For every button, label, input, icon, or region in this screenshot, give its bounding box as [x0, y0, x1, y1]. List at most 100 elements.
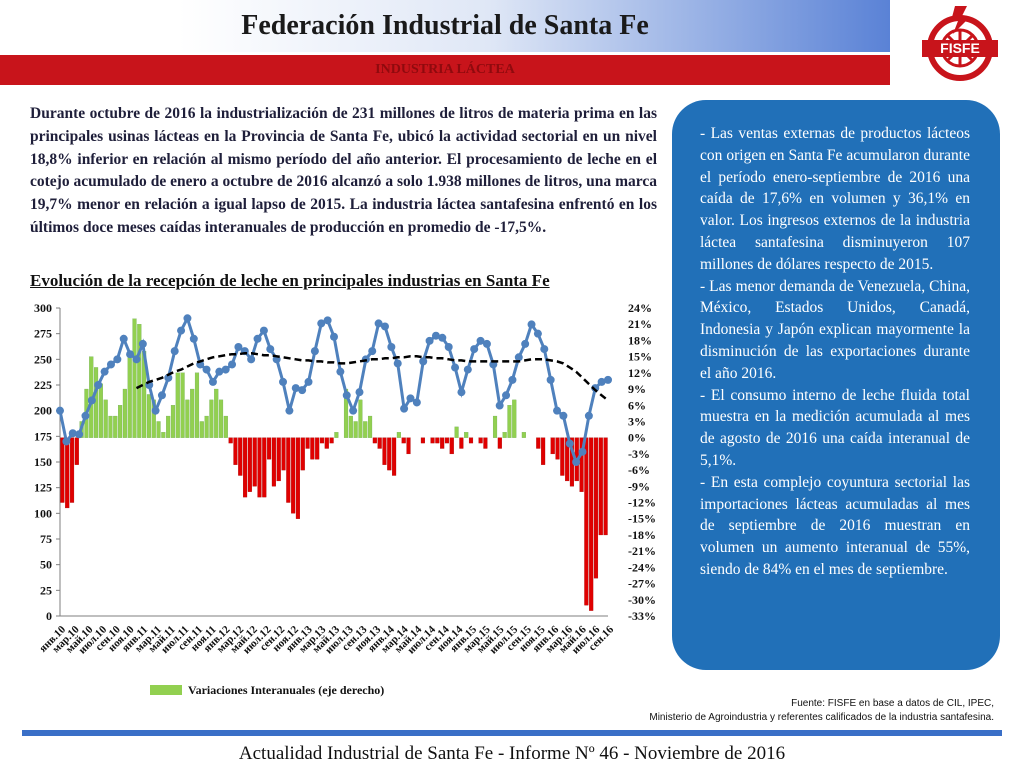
- series-point: [138, 339, 147, 348]
- series-point: [527, 320, 536, 329]
- panel-paragraph-consumption: - El consumo interno de leche fluida tot…: [700, 386, 970, 469]
- bar: [497, 437, 502, 449]
- series-point: [56, 406, 64, 415]
- series-point: [215, 367, 224, 376]
- bar: [372, 437, 377, 444]
- bar: [180, 372, 185, 438]
- bar: [392, 437, 397, 476]
- bar: [521, 432, 526, 438]
- series-point: [342, 391, 351, 400]
- trend-line: [135, 351, 609, 402]
- y-right-tick-label: 9%: [628, 382, 646, 396]
- series-point: [495, 401, 504, 410]
- bar: [113, 415, 118, 438]
- page-title: Federación Industrial de Santa Fe: [241, 10, 649, 41]
- series-point: [419, 357, 428, 366]
- y-left-tick-label: 150: [34, 455, 52, 469]
- series-point: [279, 377, 288, 386]
- section-strip: INDUSTRIA LÁCTEA: [0, 55, 890, 85]
- y-left-tick-label: 75: [40, 532, 52, 546]
- series-point: [591, 384, 600, 393]
- y-right-tick-label: -15%: [628, 512, 656, 526]
- series-point: [482, 339, 491, 348]
- series-point: [463, 365, 472, 374]
- bar: [382, 437, 387, 465]
- series-point: [285, 406, 294, 415]
- bar: [401, 437, 406, 444]
- footer-divider: [22, 730, 1002, 736]
- y-left-tick-label: 50: [40, 558, 52, 572]
- series-point: [183, 314, 192, 323]
- bar: [315, 437, 320, 460]
- series-point: [94, 381, 103, 389]
- series-point: [75, 430, 84, 439]
- legend-swatch: [150, 685, 182, 695]
- series-point: [374, 319, 383, 328]
- series-point: [170, 347, 179, 356]
- bar: [137, 324, 142, 438]
- header-bar: Federación Industrial de Santa Fe: [0, 0, 890, 55]
- y-right-tick-label: -3%: [628, 447, 650, 461]
- logo-text: FISFE: [940, 40, 980, 56]
- bar: [483, 437, 488, 449]
- series-point: [380, 322, 389, 331]
- bar: [243, 437, 248, 498]
- series-point: [393, 359, 402, 368]
- y-right-tick-label: 24%: [628, 301, 652, 315]
- fisfe-logo: FISFE: [922, 6, 998, 81]
- y-right-tick-label: -18%: [628, 528, 656, 542]
- series-point: [100, 367, 109, 376]
- series-point: [406, 394, 415, 403]
- y-left-tick-label: 125: [34, 481, 52, 495]
- series-point: [349, 406, 358, 415]
- y-right-tick-label: 6%: [628, 398, 646, 412]
- series-point: [253, 334, 262, 343]
- bar: [204, 415, 209, 438]
- source-line-2: Ministerio de Agroindustria y referentes…: [649, 712, 994, 723]
- series-point: [87, 396, 96, 405]
- bar: [353, 421, 358, 438]
- bar: [589, 437, 594, 611]
- bar: [252, 437, 257, 487]
- bar: [247, 437, 252, 492]
- series-point: [387, 343, 396, 352]
- panel-paragraph-exports: - Las ventas externas de productos lácte…: [700, 125, 970, 273]
- series-point: [597, 377, 606, 386]
- series-point: [521, 339, 530, 348]
- bar: [319, 437, 325, 444]
- y-left-tick-label: 0: [46, 609, 52, 623]
- bar: [464, 432, 469, 438]
- series-point: [221, 365, 230, 374]
- bar: [218, 399, 224, 438]
- y-right-tick-label: -30%: [628, 593, 656, 607]
- y-right-tick-label: -27%: [628, 577, 656, 591]
- bar: [98, 383, 103, 438]
- bar: [459, 437, 464, 449]
- bar: [74, 437, 79, 465]
- bar: [435, 437, 440, 444]
- series-point: [157, 391, 166, 400]
- bar: [507, 405, 512, 438]
- bar: [536, 437, 541, 449]
- y-left-tick-label: 300: [34, 301, 52, 315]
- bar: [60, 437, 65, 503]
- bar: [454, 426, 459, 438]
- y-right-tick-label: 21%: [628, 317, 652, 331]
- series-point: [298, 386, 307, 395]
- series-point: [502, 391, 511, 400]
- bar: [281, 437, 286, 471]
- bar: [468, 437, 474, 444]
- bar: [175, 372, 180, 438]
- bar: [363, 421, 368, 438]
- series-point: [451, 363, 460, 372]
- legend-label: Variaciones Interanuales (eje derecho): [188, 683, 384, 697]
- series-point: [425, 336, 434, 345]
- series-point: [514, 353, 523, 362]
- bar: [396, 432, 401, 438]
- bar: [300, 437, 305, 471]
- series-point: [132, 355, 141, 364]
- bar: [560, 437, 565, 476]
- bar: [502, 432, 507, 438]
- bar: [69, 437, 75, 503]
- bar: [238, 437, 243, 476]
